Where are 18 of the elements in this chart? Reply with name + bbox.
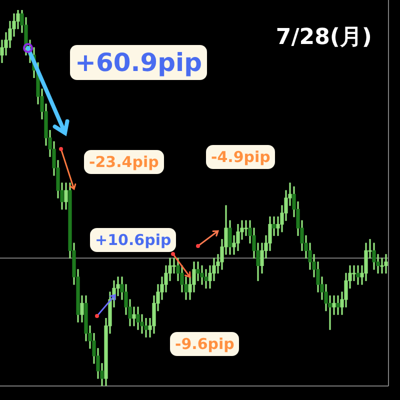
candlestick [200, 265, 204, 285]
candlestick [172, 258, 176, 274]
candlestick [384, 254, 388, 274]
annotation: +10.6pip [90, 228, 176, 252]
candlestick [336, 295, 340, 315]
annotation: -23.4pip [84, 150, 164, 174]
candlestick [196, 262, 200, 282]
candlestick [204, 269, 208, 289]
annotation: -9.6pip [170, 332, 240, 356]
annotation: -4.9pip [206, 145, 276, 169]
candlestick [356, 265, 360, 285]
candlestick [352, 265, 356, 282]
text: 7/28(月) [276, 24, 372, 52]
candlestick [380, 258, 384, 274]
candlestick [132, 306, 136, 326]
candlestick [332, 295, 336, 315]
annotation: +60.9pip [70, 45, 207, 80]
candlestick [144, 318, 148, 338]
